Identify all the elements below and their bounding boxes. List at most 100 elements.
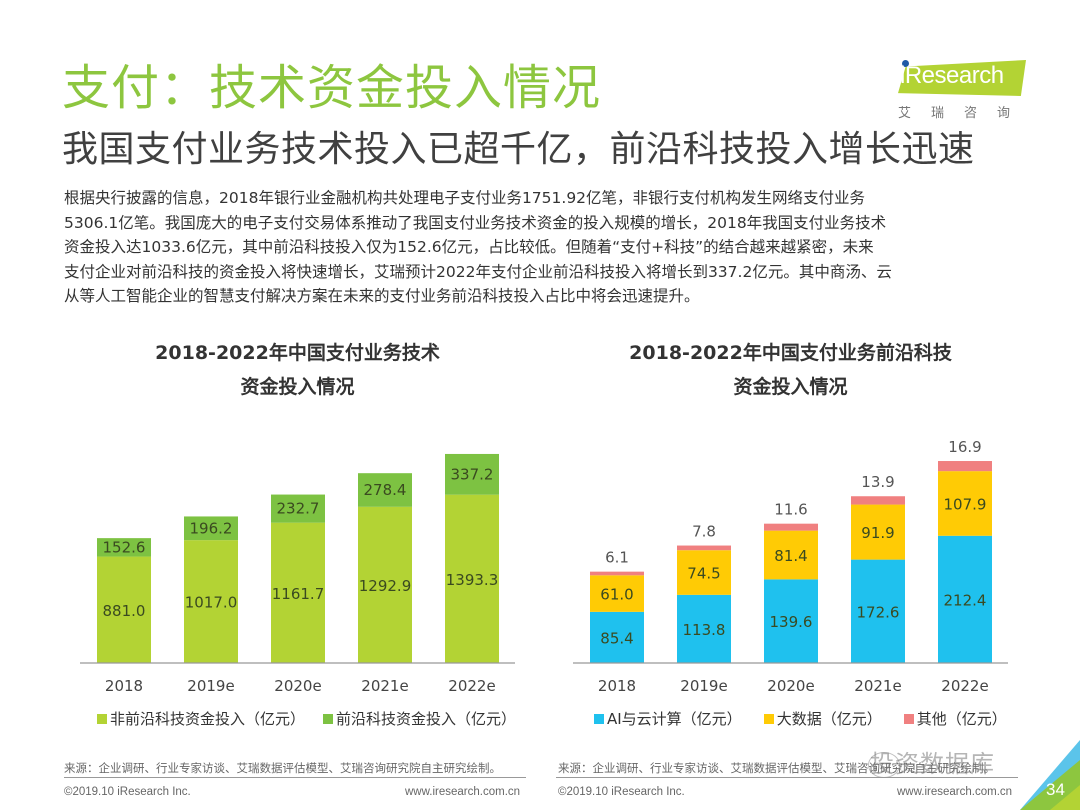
bar-segment — [445, 494, 499, 663]
legend-swatch — [594, 713, 604, 724]
body-line: 5306.1亿笔。我国庞大的电子支付交易体系推动了我国支付业务技术资金的投入规模… — [64, 213, 887, 232]
copyright-left: ©2019.10 iResearch Inc. — [64, 786, 191, 798]
bar-segment — [590, 611, 644, 663]
data-label: 74.5 — [687, 565, 720, 583]
x-tick-label: 2019e — [680, 677, 727, 695]
bar-segment — [677, 594, 731, 663]
wechat-icon — [868, 752, 900, 778]
data-label: 13.9 — [861, 473, 894, 491]
data-label: 11.6 — [774, 501, 807, 519]
legend-item-big-data: 大数据（亿元） — [763, 708, 882, 729]
website-link-left[interactable]: www.iresearch.com.cn — [405, 786, 521, 798]
legend-label: 大数据（亿元） — [776, 710, 882, 728]
data-label: 113.8 — [683, 621, 726, 639]
data-label: 232.7 — [277, 500, 320, 518]
bar-segment — [184, 516, 238, 541]
logo-badge — [898, 60, 1026, 96]
x-tick-label: 2021e — [361, 677, 408, 695]
x-tick-label: 2018 — [598, 677, 636, 695]
data-label: 16.9 — [948, 438, 981, 456]
bar-segment — [590, 571, 644, 576]
legend-swatch — [97, 713, 107, 724]
data-label: 337.2 — [451, 465, 494, 483]
data-label: 91.9 — [861, 524, 894, 542]
data-label: 7.8 — [692, 523, 716, 541]
iresearch-logo: iResearch 艾瑞咨询 — [888, 58, 1028, 128]
bar-segment — [271, 522, 325, 663]
bar-segment — [358, 506, 412, 663]
website-link-right[interactable]: www.iresearch.com.cn — [897, 786, 1013, 798]
body-paragraph: 根据央行披露的信息，2018年银行业金融机构共处理电子支付业务1751.92亿笔… — [64, 186, 1024, 309]
legend-item-other: 其他（亿元） — [903, 708, 1007, 729]
data-label: 212.4 — [944, 591, 987, 609]
bar-segment — [677, 550, 731, 595]
bar-segment — [851, 496, 905, 505]
bar-segment — [271, 494, 325, 523]
bar-segment — [764, 523, 818, 531]
legend-label: AI与云计算（亿元） — [607, 710, 742, 728]
bar-segment — [184, 540, 238, 663]
legend-left: 非前沿科技资金投入（亿元） 前沿科技资金投入（亿元） — [97, 708, 516, 729]
x-tick-label: 2020e — [767, 677, 814, 695]
data-label: 61.0 — [600, 586, 633, 604]
chart-title-line: 2018-2022年中国支付业务前沿科技 — [629, 342, 952, 364]
bar-segment — [590, 575, 644, 612]
x-tick-label: 2022e — [448, 677, 495, 695]
legend-item-ai-cloud: AI与云计算（亿元） — [594, 708, 742, 729]
data-label: 1292.9 — [359, 577, 412, 595]
bar-segment — [97, 538, 151, 557]
corner-lightgreen — [1050, 785, 1080, 810]
data-label: 881.0 — [103, 602, 146, 620]
page-subtitle: 我国支付业务技术投入已超千亿，前沿科技投入增长迅速 — [62, 129, 975, 170]
legend-right: AI与云计算（亿元） 大数据（亿元） 其他（亿元） — [594, 708, 1007, 729]
data-label: 278.4 — [364, 481, 407, 499]
body-line: 资金投入达1033.6亿元，其中前沿科技投入仅为152.6亿元，占比较低。但随着… — [64, 238, 874, 256]
chart-title-line: 资金投入情况 — [240, 376, 355, 398]
chart-title-left: 2018-2022年中国支付业务技术 资金投入情况 — [80, 336, 515, 404]
source-note-left: 来源：企业调研、行业专家访谈、艾瑞数据评估模型、艾瑞咨询研究院自主研究绘制。 — [64, 761, 501, 775]
data-label: 6.1 — [605, 549, 629, 567]
logo-text: iResearch — [900, 62, 1004, 89]
legend-label: 非前沿科技资金投入（亿元） — [110, 710, 306, 728]
watermark: 投资数据库 — [870, 750, 995, 778]
data-label: 107.9 — [944, 495, 987, 513]
bar-segment — [97, 556, 151, 663]
bar-segment — [445, 453, 499, 495]
legend-label: 其他（亿元） — [916, 710, 1007, 728]
bar-segment — [938, 535, 992, 663]
data-label: 1017.0 — [185, 594, 238, 612]
bar-segment — [851, 559, 905, 663]
x-tick-label: 2019e — [187, 677, 234, 695]
data-label: 172.6 — [857, 603, 900, 621]
bar-segment — [358, 473, 412, 507]
bar-segment — [851, 504, 905, 560]
bar-segment — [677, 545, 731, 551]
footer-divider-left — [64, 777, 526, 778]
data-label: 85.4 — [600, 629, 633, 647]
legend-swatch — [903, 713, 914, 724]
x-tick-label: 2021e — [854, 677, 901, 695]
x-tick-label: 2020e — [274, 677, 321, 695]
legend-label: 前沿科技资金投入（亿元） — [336, 710, 517, 728]
data-label: 196.2 — [190, 519, 233, 537]
legend-item-frontier: 前沿科技资金投入（亿元） — [323, 708, 516, 729]
bar-segment — [938, 471, 992, 536]
data-label: 1161.7 — [272, 585, 325, 603]
data-label: 139.6 — [770, 613, 813, 631]
legend-item-non-frontier: 非前沿科技资金投入（亿元） — [97, 708, 305, 729]
chart-title-line: 2018-2022年中国支付业务技术 — [155, 342, 440, 364]
bar-segment — [938, 461, 992, 472]
legend-swatch — [323, 713, 334, 724]
body-line: 从等人工智能企业的智慧支付解决方案在未来的支付业务前沿科技投入占比中将会迅速提升… — [64, 287, 700, 305]
copyright-right: ©2019.10 iResearch Inc. — [558, 786, 685, 798]
chart-title-right: 2018-2022年中国支付业务前沿科技 资金投入情况 — [573, 336, 1008, 404]
body-line: 支付企业对前沿科技的资金投入将快速增长，艾瑞预计2022年支付企业前沿科技投入将… — [64, 262, 892, 281]
x-tick-label: 2022e — [941, 677, 988, 695]
data-label: 81.4 — [774, 547, 807, 565]
data-label: 152.6 — [103, 538, 146, 556]
logo-dot — [902, 60, 909, 67]
page-number: 34 — [1046, 780, 1065, 799]
legend-swatch — [763, 713, 774, 724]
data-label: 1393.3 — [446, 571, 499, 589]
